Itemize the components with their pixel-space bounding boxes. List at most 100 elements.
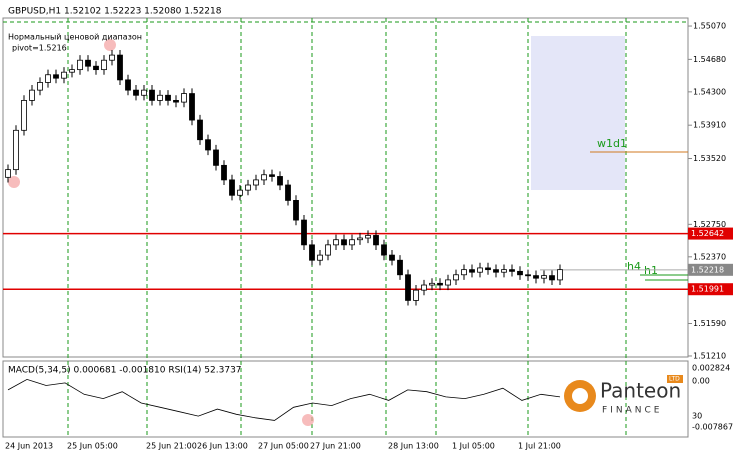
line-label: h1	[644, 264, 658, 277]
sub-axis-label: -0.007867	[692, 423, 733, 432]
candle-body	[525, 274, 531, 277]
candle-body	[493, 269, 499, 273]
level-box	[688, 227, 733, 240]
logo: Panteon FINANCE LTD	[564, 375, 683, 416]
level-box	[688, 283, 733, 296]
x-tick-label: 24 Jun 2013	[5, 442, 53, 451]
candle-body	[5, 169, 11, 178]
y-tick-label: 1.52370	[693, 252, 726, 261]
y-tick-label: 1.51210	[693, 351, 726, 360]
y-tick-label: 1.55070	[693, 22, 726, 31]
candle-body	[205, 139, 211, 151]
main-panel	[2, 17, 689, 358]
sub-panel	[2, 360, 689, 438]
candle-body	[29, 89, 35, 101]
candle-body	[437, 282, 443, 286]
x-tick-label: 25 Jun 05:00	[67, 442, 118, 451]
candle-body	[45, 74, 51, 83]
candle-body	[229, 179, 235, 196]
x-tick-label: 1 Jul 05:00	[452, 442, 495, 451]
candle-body	[13, 129, 19, 171]
pivot-text: pivot=1.5216	[12, 44, 67, 53]
candle-body	[69, 69, 75, 73]
candle-body	[325, 244, 331, 256]
level-label: 1.51991	[691, 285, 724, 294]
candle-body	[37, 82, 43, 91]
sub-title: MACD(5,34,5) 0.000681 -0.001810 RSI(14) …	[8, 366, 242, 376]
candle-body	[101, 59, 107, 71]
candle-body	[389, 254, 395, 261]
candle-body	[533, 275, 539, 279]
y-tick-label: 1.53910	[693, 121, 726, 130]
candle-body	[157, 94, 163, 101]
sub-axis-label: 30	[692, 412, 702, 421]
candle-body	[485, 267, 491, 271]
price-box	[688, 263, 733, 276]
candle-body	[197, 119, 203, 141]
sub-axis-label: 0.002824	[692, 364, 730, 373]
y-tick-label: 1.54300	[693, 87, 726, 96]
candle-body	[365, 235, 371, 239]
candle-body	[149, 89, 155, 101]
candle-body	[301, 219, 307, 246]
price-label: 1.52218	[691, 265, 724, 274]
candle-body	[549, 275, 555, 281]
y-tick-label: 1.51590	[693, 319, 726, 328]
candle-body	[429, 282, 435, 286]
level-label: 1.52642	[691, 229, 724, 238]
zone	[531, 36, 625, 190]
indicator-title: Нормальный ценовой диапазон	[8, 33, 142, 42]
candle-body	[357, 237, 363, 241]
candle-body	[53, 74, 59, 79]
sub-axis-label: 0.00	[692, 377, 710, 386]
candle-body	[173, 99, 179, 103]
logo-ltd: LTD	[669, 376, 680, 383]
x-tick-label: 25 Jun 21:00	[146, 442, 197, 451]
candle-body	[405, 274, 411, 301]
candle-body	[21, 99, 27, 131]
candle-body	[125, 79, 131, 91]
candle-body	[77, 59, 83, 71]
x-tick-label: 1 Jul 21:00	[518, 442, 561, 451]
candle-body	[221, 164, 227, 181]
candle-body	[445, 279, 451, 286]
candle-body	[245, 184, 251, 191]
candle-body	[61, 71, 67, 79]
candle-body	[133, 89, 139, 96]
candle-body	[509, 269, 515, 272]
rsi-line	[7, 378, 561, 421]
candle-body	[309, 244, 315, 261]
x-tick-label: 27 Jun 21:00	[310, 442, 361, 451]
x-tick-label: 28 Jun 13:00	[388, 442, 439, 451]
candle-body	[413, 289, 419, 301]
candle-body	[517, 270, 523, 276]
candle-body	[261, 174, 267, 181]
line-label: w1d1	[597, 137, 627, 150]
chart-title: GBPUSD,H1 1.52102 1.52223 1.52080 1.5221…	[8, 7, 222, 17]
candle-body	[277, 176, 283, 186]
candle-body	[181, 93, 187, 103]
candle-body	[253, 179, 259, 186]
candle-body	[469, 269, 475, 273]
candle-body	[165, 94, 171, 101]
candle-body	[333, 239, 339, 246]
marker	[302, 414, 314, 426]
candle-body	[189, 93, 195, 121]
logo-sub: FINANCE	[602, 406, 662, 416]
candle-body	[117, 54, 123, 81]
candle-body	[373, 235, 379, 246]
candle-body	[213, 149, 219, 166]
candle-body	[85, 59, 91, 67]
candle-body	[501, 269, 507, 273]
candle-body	[557, 269, 563, 281]
x-tick-label: 26 Jun 13:00	[197, 442, 248, 451]
candle-body	[397, 259, 403, 276]
candle-body	[477, 267, 483, 273]
y-tick-label: 1.53520	[693, 154, 726, 163]
candle-body	[341, 239, 347, 246]
candle-body	[141, 89, 147, 96]
candle-body	[541, 275, 547, 279]
candle-body	[285, 184, 291, 201]
candle-body	[421, 284, 427, 291]
